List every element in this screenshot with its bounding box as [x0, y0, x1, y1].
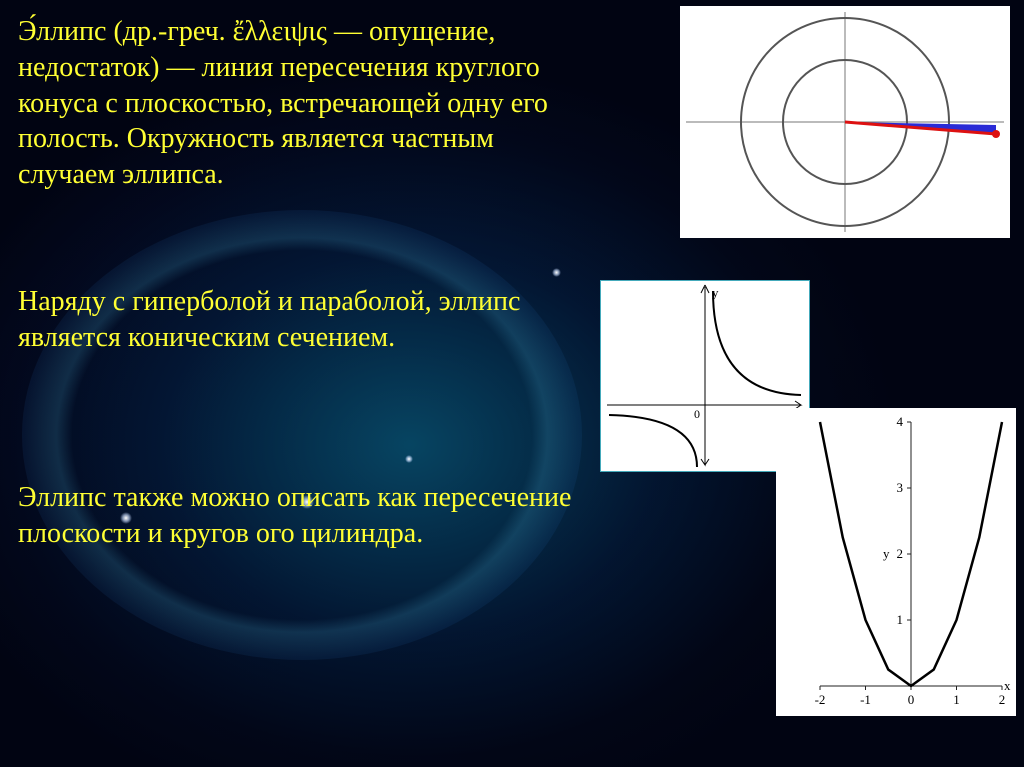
- lens-flare: [405, 455, 413, 463]
- svg-text:0: 0: [908, 692, 915, 707]
- origin-label: 0: [694, 407, 700, 421]
- svg-text:2: 2: [999, 692, 1006, 707]
- background-halo: [22, 210, 582, 660]
- svg-text:-2: -2: [815, 692, 826, 707]
- paragraph-conic: Наряду с гиперболой и параболой, эллипс …: [18, 284, 578, 356]
- ellipse-svg: [680, 6, 1010, 238]
- svg-text:4: 4: [897, 414, 904, 429]
- figure-ellipse: [680, 6, 1010, 238]
- svg-text:y: y: [883, 546, 890, 561]
- parabola-svg: -2 -1 0 1 2 1 2 3 4 x y: [776, 408, 1016, 716]
- svg-text:1: 1: [953, 692, 960, 707]
- figure-parabola: -2 -1 0 1 2 1 2 3 4 x y: [776, 408, 1016, 716]
- svg-text:3: 3: [897, 480, 904, 495]
- paragraph-definition: Э́ллипс (др.-греч. ἔλλειψις — опущение, …: [18, 14, 578, 193]
- svg-text:x: x: [1004, 678, 1011, 693]
- slide: Э́ллипс (др.-греч. ἔλλειψις — опущение, …: [0, 0, 1024, 767]
- paragraph-cylinder: Эллипс также можно описать как пересечен…: [18, 480, 578, 552]
- svg-text:2: 2: [897, 546, 904, 561]
- lens-flare: [552, 268, 561, 277]
- svg-text:1: 1: [897, 612, 904, 627]
- svg-text:-1: -1: [860, 692, 871, 707]
